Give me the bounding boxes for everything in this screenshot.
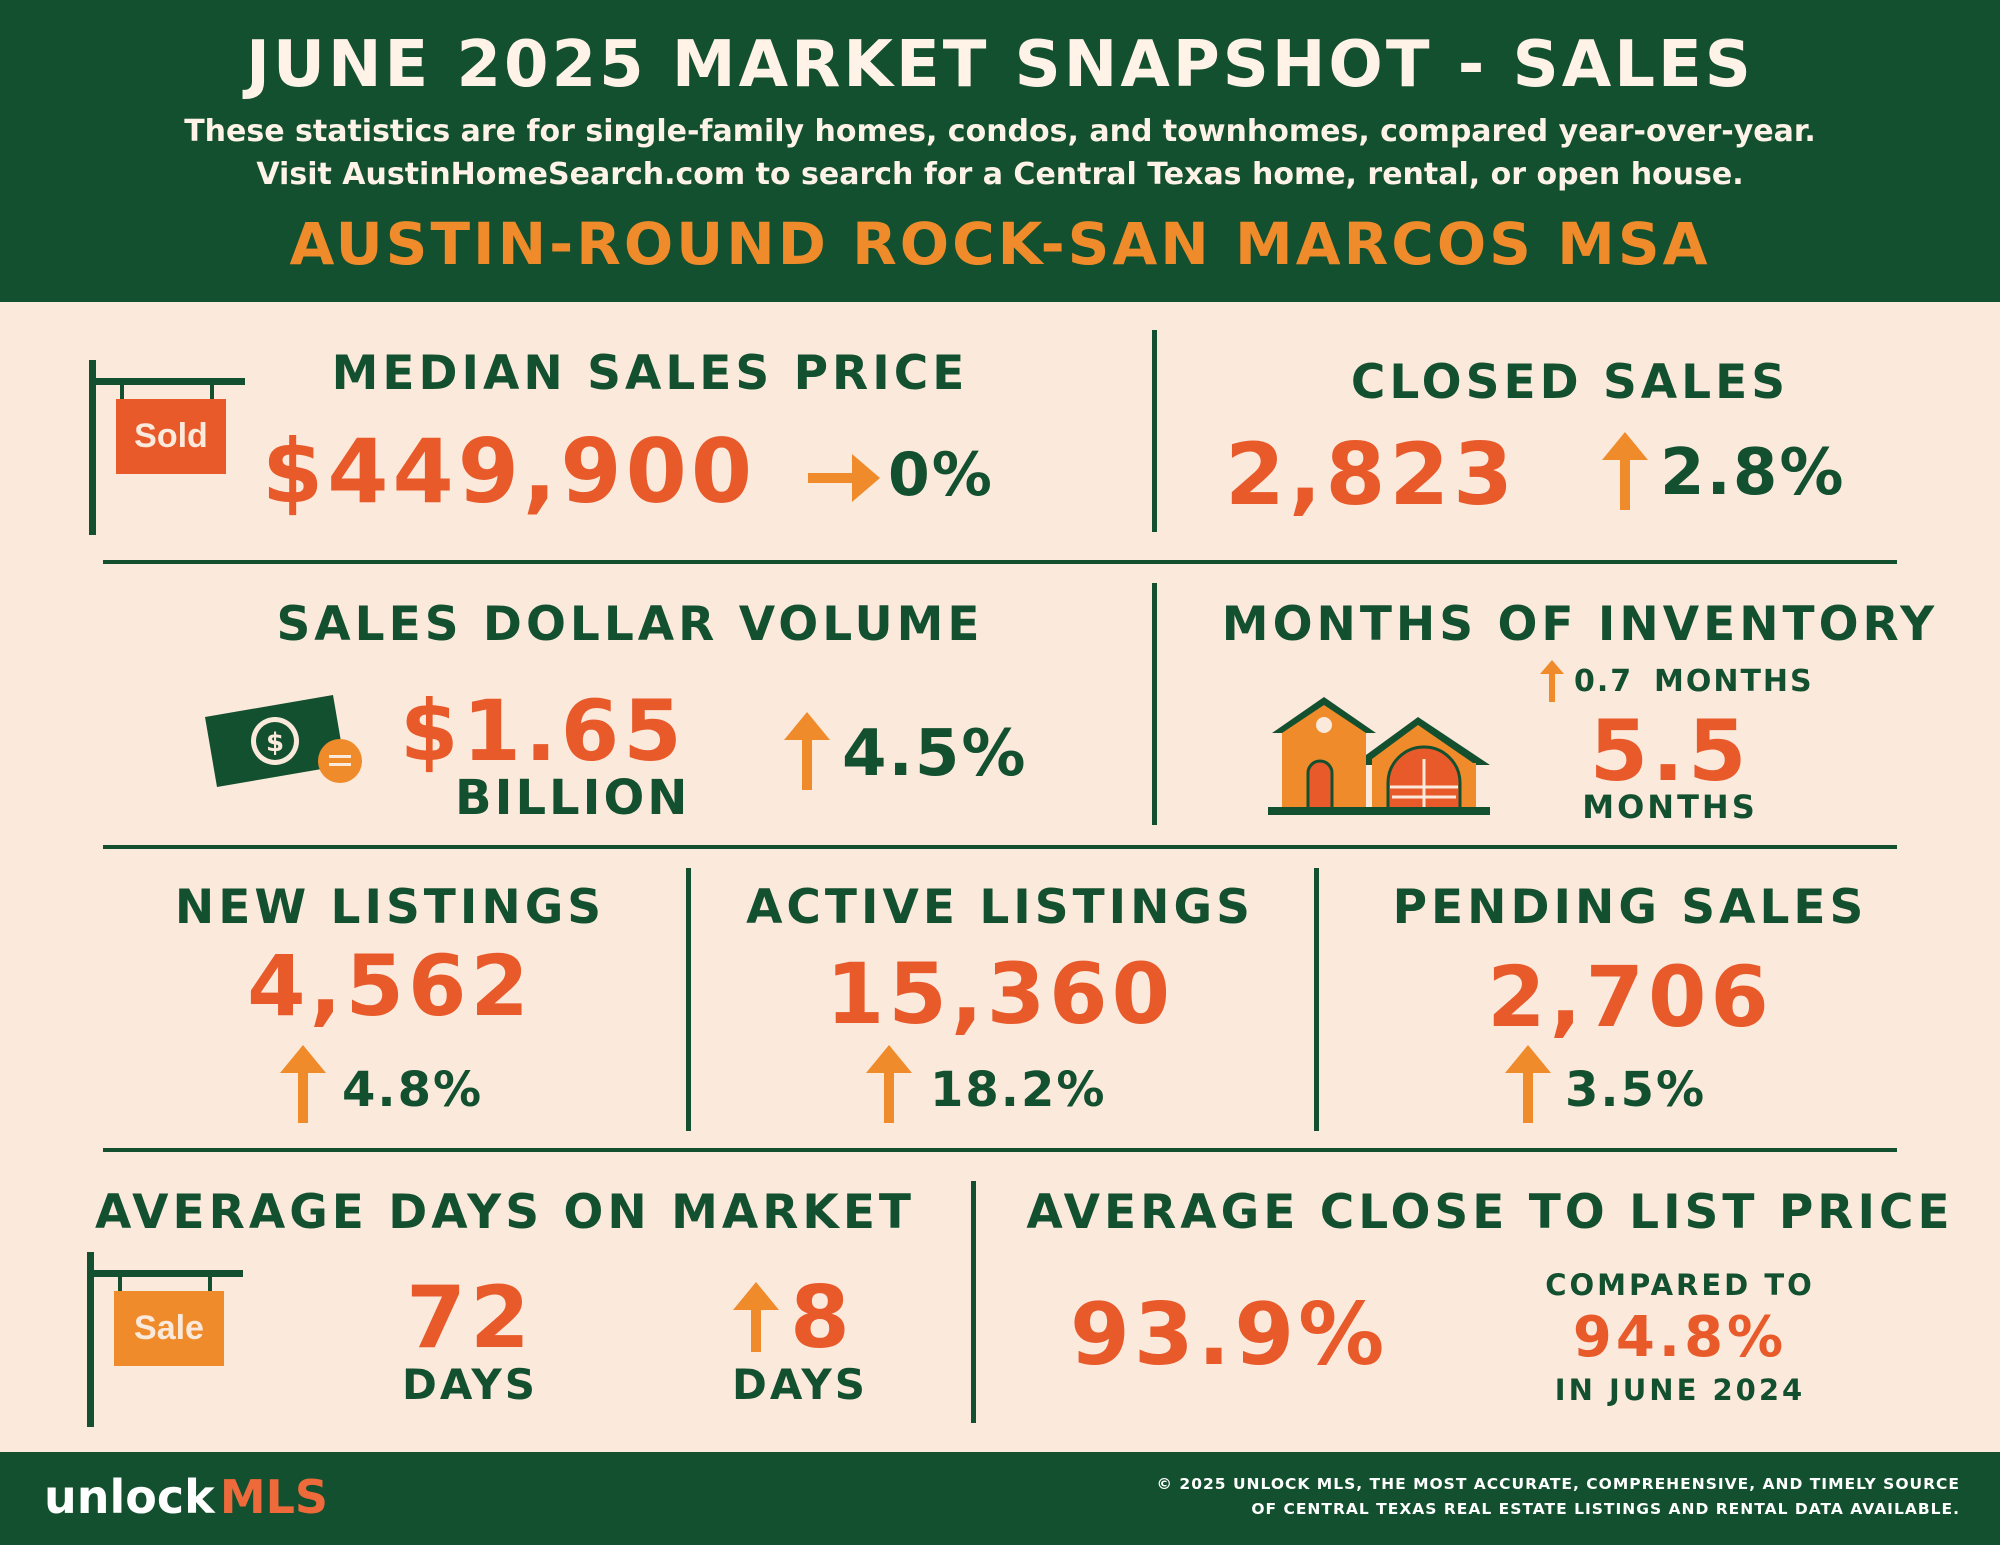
arrow-right-icon (808, 454, 880, 502)
new-listings-label: NEW LISTINGS (174, 880, 606, 935)
closed-sales-label: CLOSED SALES (1350, 355, 1790, 410)
subtitle-line-1: These statistics are for single-family h… (184, 114, 1816, 149)
logo-text-unlock: unlock (44, 1470, 215, 1524)
arrow-up-icon (1602, 432, 1648, 510)
subtitle-line-2: Visit AustinHomeSearch.com to search for… (256, 157, 1744, 192)
divider-vertical-row3-b (1314, 868, 1319, 1131)
median-sales-price-label: MEDIAN SALES PRICE (331, 346, 969, 401)
median-sales-price-change: 0% (888, 440, 994, 510)
avg-days-on-market-value: 72 (406, 1268, 534, 1368)
median-sales-price-value: $449,900 (262, 420, 757, 523)
header-banner: JUNE 2025 MARKET SNAPSHOT - SALES These … (0, 0, 2000, 302)
active-listings-change: 18.2% (930, 1062, 1107, 1118)
footer: unlock MLS © 2025 UNLOCK MLS, THE MOST A… (0, 1452, 2000, 1545)
compared-to-value: 94.8% (1572, 1305, 1788, 1370)
sold-sign-icon (89, 360, 245, 535)
pending-sales-change: 3.5% (1565, 1062, 1707, 1118)
months-of-inventory-change: 0.7 (1574, 664, 1634, 699)
compared-to-period: IN JUNE 2024 (1554, 1373, 1806, 1407)
divider-horizontal-2 (103, 845, 1897, 849)
months-of-inventory-unit: MONTHS (1582, 788, 1758, 826)
sale-sign-label: Sale (134, 1309, 204, 1347)
months-of-inventory-label: MONTHS OF INVENTORY (1221, 597, 1939, 652)
sales-dollar-volume-value: $1.65 (400, 682, 686, 780)
sold-sign-label: Sold (134, 417, 208, 455)
months-of-inventory-change-unit: MONTHS (1654, 664, 1814, 699)
arrow-up-icon (866, 1045, 912, 1123)
avg-close-to-list-value: 93.9% (1070, 1285, 1389, 1385)
arrow-up-icon (784, 712, 830, 790)
active-listings-value: 15,360 (825, 945, 1175, 1043)
arrow-up-icon (1540, 660, 1564, 702)
unlock-mls-logo[interactable]: unlock MLS (44, 1470, 328, 1524)
region-title: AUSTIN-ROUND ROCK-SAN MARCOS MSA (289, 210, 1711, 278)
money-bill-icon: $ (205, 695, 362, 787)
svg-text:$: $ (266, 728, 284, 758)
sale-sign-icon (87, 1252, 243, 1427)
avg-days-on-market-change-unit: DAYS (731, 1360, 868, 1409)
avg-days-on-market-unit: DAYS (401, 1360, 538, 1409)
closed-sales-value: 2,823 (1225, 425, 1518, 525)
pending-sales-value: 2,706 (1487, 948, 1773, 1046)
divider-horizontal-1 (103, 560, 1897, 564)
active-listings-label: ACTIVE LISTINGS (746, 880, 1254, 935)
copyright-line-2: OF CENTRAL TEXAS REAL ESTATE LISTINGS AN… (1251, 1500, 1960, 1518)
copyright-line-1: © 2025 UNLOCK MLS, THE MOST ACCURATE, CO… (1156, 1475, 1960, 1493)
avg-days-on-market-change: 8 (790, 1268, 854, 1368)
new-listings-value: 4,562 (247, 937, 533, 1035)
divider-vertical-row4 (971, 1181, 976, 1423)
avg-days-on-market-label: AVERAGE DAYS ON MARKET (95, 1185, 915, 1240)
new-listings-change: 4.8% (342, 1062, 484, 1118)
divider-vertical-row3-a (686, 868, 691, 1131)
logo-text-mls: MLS (219, 1470, 329, 1524)
pending-sales-label: PENDING SALES (1392, 880, 1868, 935)
divider-horizontal-3 (103, 1148, 1897, 1152)
divider-vertical-row2 (1152, 583, 1157, 825)
compared-to-label: COMPARED TO (1545, 1268, 1815, 1302)
avg-close-to-list-label: AVERAGE CLOSE TO LIST PRICE (1026, 1185, 1954, 1240)
arrow-up-icon (1505, 1045, 1551, 1123)
house-icon (1268, 697, 1490, 815)
sales-dollar-volume-unit: BILLION (455, 770, 691, 826)
sales-dollar-volume-label: SALES DOLLAR VOLUME (276, 597, 984, 652)
arrow-up-icon (280, 1045, 326, 1123)
divider-vertical-row1 (1152, 330, 1157, 532)
sales-dollar-volume-change: 4.5% (842, 717, 1028, 791)
months-of-inventory-value: 5.5 (1589, 702, 1751, 800)
arrow-up-icon (733, 1282, 779, 1352)
closed-sales-change: 2.8% (1660, 436, 1846, 510)
page-title: JUNE 2025 MARKET SNAPSHOT - SALES (246, 28, 1754, 102)
